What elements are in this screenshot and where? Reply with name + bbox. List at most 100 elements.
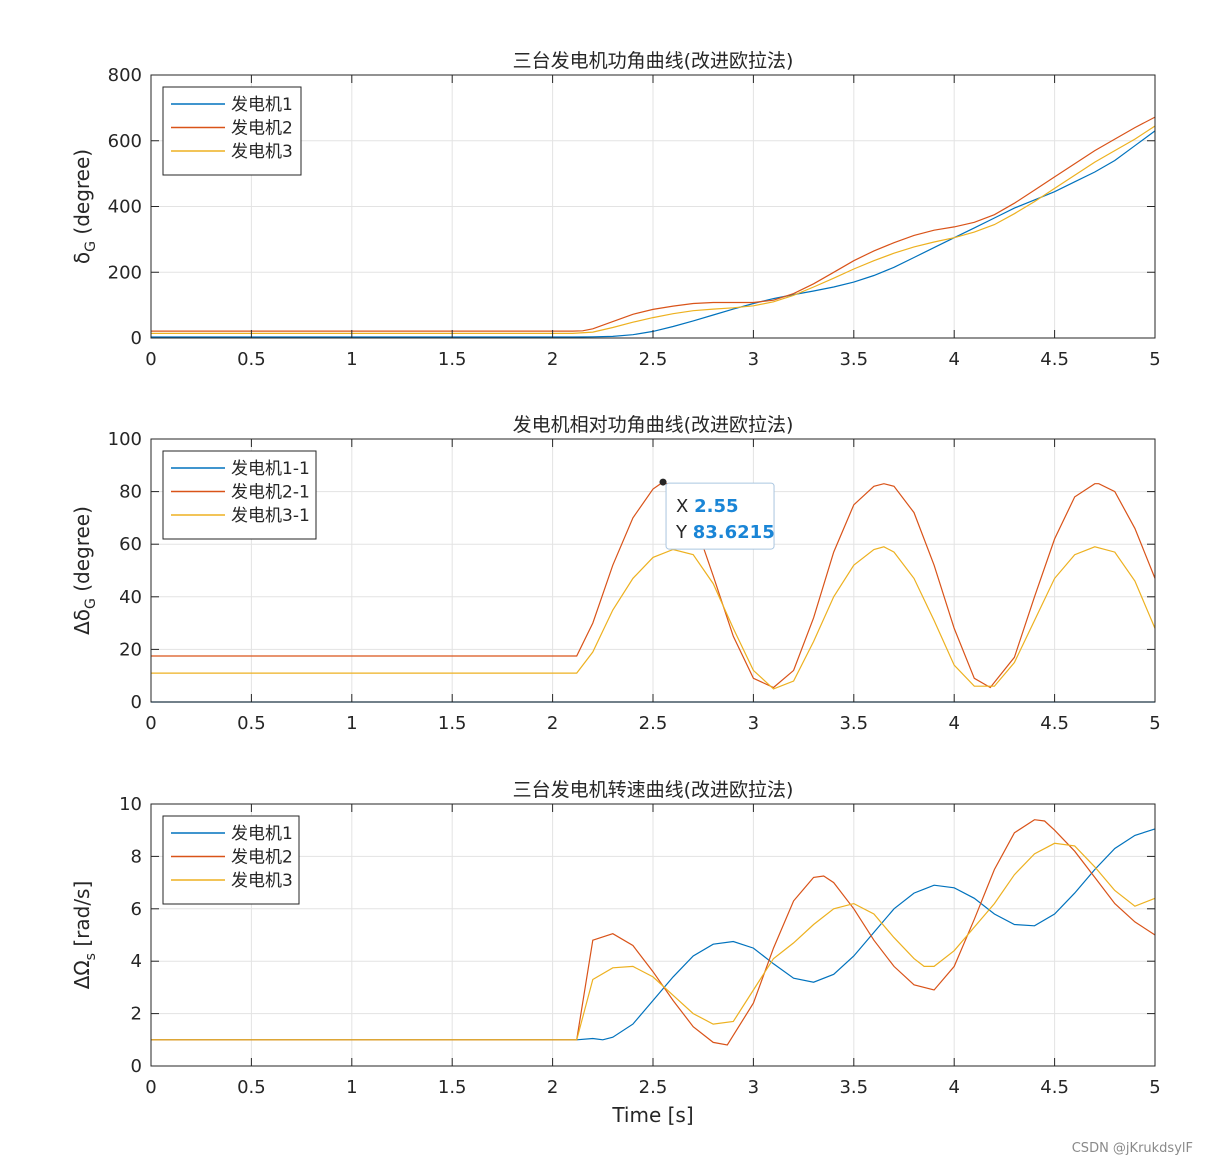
y-tick-label: 8 <box>131 846 142 867</box>
x-tick-label: 3 <box>748 1077 759 1098</box>
y-tick-label: 10 <box>119 794 142 815</box>
legend-entry: 发电机1 <box>231 95 293 115</box>
chart-title: 三台发电机转速曲线(改进欧拉法) <box>513 779 794 801</box>
y-tick-label: 6 <box>131 899 142 920</box>
x-tick-label: 1 <box>346 1077 357 1098</box>
series-line-2 <box>151 819 1156 1046</box>
x-tick-label: 4.5 <box>1040 1077 1069 1098</box>
x-tick-label: 1 <box>346 713 357 734</box>
y-axis-label-symbol: Δδ <box>70 609 94 635</box>
y-axis-label-symbol: ΔΩ <box>70 960 94 989</box>
x-tick-label: 2.5 <box>639 349 668 370</box>
legend-entry: 发电机1 <box>231 824 293 844</box>
x-tick-label: 3 <box>748 349 759 370</box>
legend-box <box>162 815 300 905</box>
x-tick-label: 2 <box>547 713 558 734</box>
subplot-3: 0 0.5 1 1.5 2 2.5 3 3.5 4 4.5 5 0 2 4 6 8 10 三台发电机转速曲线(改进… <box>70 779 1161 1127</box>
x-tick-label: 0.5 <box>237 349 266 370</box>
x-tick-label: 1.5 <box>438 349 467 370</box>
y-tick-label: 600 <box>108 131 142 152</box>
subplot-2: 0 0.5 1 1.5 2 2.5 3 3.5 4 4.5 5 0 20 40 60 80 100 发电机相对功角… <box>70 414 1161 734</box>
x-tick-label: 4 <box>948 1077 959 1098</box>
series-line-3 <box>151 842 1156 1041</box>
datatip-x-label: X <box>676 496 694 517</box>
series-line-3 <box>151 125 1156 334</box>
x-tick-label: 0 <box>145 349 156 370</box>
y-axis-label-unit: (degree) <box>70 149 94 241</box>
x-tick-label: 1.5 <box>438 1077 467 1098</box>
y-tick-label: 4 <box>131 951 142 972</box>
legend-entry: 发电机3 <box>231 142 293 162</box>
y-axis-label-subscript: s <box>83 953 99 960</box>
y-axis-label-unit: [rad/s] <box>70 881 94 953</box>
x-tick-label: 5 <box>1149 349 1160 370</box>
datatip-y-label: Y <box>675 522 693 543</box>
y-tick-label: 400 <box>108 197 142 218</box>
legend: 发电机1 发电机2 发电机3 <box>162 86 302 176</box>
series-line-1 <box>151 828 1156 1041</box>
datatip-y-value: 83.6215 <box>693 522 775 543</box>
datatip-y: Y 83.6215 <box>675 522 775 543</box>
datatip-box <box>665 482 775 550</box>
x-tick-label: 5 <box>1149 1077 1160 1098</box>
y-tick-label: 200 <box>108 262 142 283</box>
y-axis-label: ΔδG (degree) <box>70 506 99 635</box>
chart-title: 三台发电机功角曲线(改进欧拉法) <box>513 50 794 72</box>
y-tick-label: 2 <box>131 1004 142 1025</box>
y-tick-label: 60 <box>119 534 142 555</box>
y-tick-label: 20 <box>119 639 142 660</box>
datatip-x: X 2.55 <box>676 496 738 517</box>
chart-title: 发电机相对功角曲线(改进欧拉法) <box>513 414 794 436</box>
y-tick-label: 40 <box>119 587 142 608</box>
y-tick-label: 80 <box>119 482 142 503</box>
x-tick-label: 0.5 <box>237 1077 266 1098</box>
y-axis-label: ΔΩs [rad/s] <box>70 881 99 990</box>
x-tick-label: 4 <box>948 713 959 734</box>
legend-entry: 发电机1-1 <box>231 459 310 479</box>
watermark: CSDN @jKrukdsylF <box>1072 1141 1193 1156</box>
legend: 发电机1 发电机2 发电机3 <box>162 815 300 905</box>
x-tick-label: 4.5 <box>1040 713 1069 734</box>
legend: 发电机1-1 发电机2-1 发电机3-1 <box>162 450 317 540</box>
y-axis-label-symbol: δ <box>70 252 94 264</box>
y-tick-label: 0 <box>131 328 142 349</box>
datatip[interactable]: X 2.55Y 83.6215 <box>659 478 775 550</box>
x-tick-label: 0 <box>145 713 156 734</box>
x-tick-label: 4 <box>948 349 959 370</box>
series-line-2 <box>151 116 1156 332</box>
legend-entry: 发电机3 <box>231 871 293 891</box>
datatip-marker[interactable] <box>659 478 667 486</box>
x-tick-label: 0 <box>145 1077 156 1098</box>
subplot-1: 0 0.5 1 1.5 2 2.5 3 3.5 4 4.5 5 0 200 400 600 800 三台发电机功… <box>70 50 1161 370</box>
y-tick-label: 800 <box>108 65 142 86</box>
y-tick-label: 100 <box>108 429 142 450</box>
legend-box <box>162 450 317 540</box>
y-axis-label-subscript: G <box>83 241 99 252</box>
x-tick-label: 1.5 <box>438 713 467 734</box>
x-tick-label: 3 <box>748 713 759 734</box>
y-axis-label: δG (degree) <box>70 149 99 264</box>
x-tick-label: 0.5 <box>237 713 266 734</box>
legend-entry: 发电机2-1 <box>231 483 310 503</box>
y-axis-label-unit: (degree) <box>70 506 94 598</box>
x-axis-label: Time [s] <box>611 1103 693 1127</box>
x-tick-label: 2 <box>547 1077 558 1098</box>
y-tick-label: 0 <box>131 692 142 713</box>
legend-entry: 发电机2 <box>231 848 293 868</box>
series-line-3 <box>151 546 1156 690</box>
x-tick-label: 2.5 <box>639 713 668 734</box>
y-tick-label: 0 <box>131 1056 142 1077</box>
legend-entry: 发电机2 <box>231 119 293 139</box>
x-tick-label: 2 <box>547 349 558 370</box>
x-tick-label: 3.5 <box>839 1077 868 1098</box>
legend-entry: 发电机3-1 <box>231 506 310 526</box>
x-tick-label: 5 <box>1149 713 1160 734</box>
x-tick-label: 4.5 <box>1040 349 1069 370</box>
legend-box <box>162 86 302 176</box>
x-tick-label: 3.5 <box>839 349 868 370</box>
y-axis-label-subscript: G <box>83 598 99 609</box>
datatip-x-value: 2.55 <box>694 496 738 517</box>
x-tick-label: 3.5 <box>839 713 868 734</box>
x-tick-label: 2.5 <box>639 1077 668 1098</box>
